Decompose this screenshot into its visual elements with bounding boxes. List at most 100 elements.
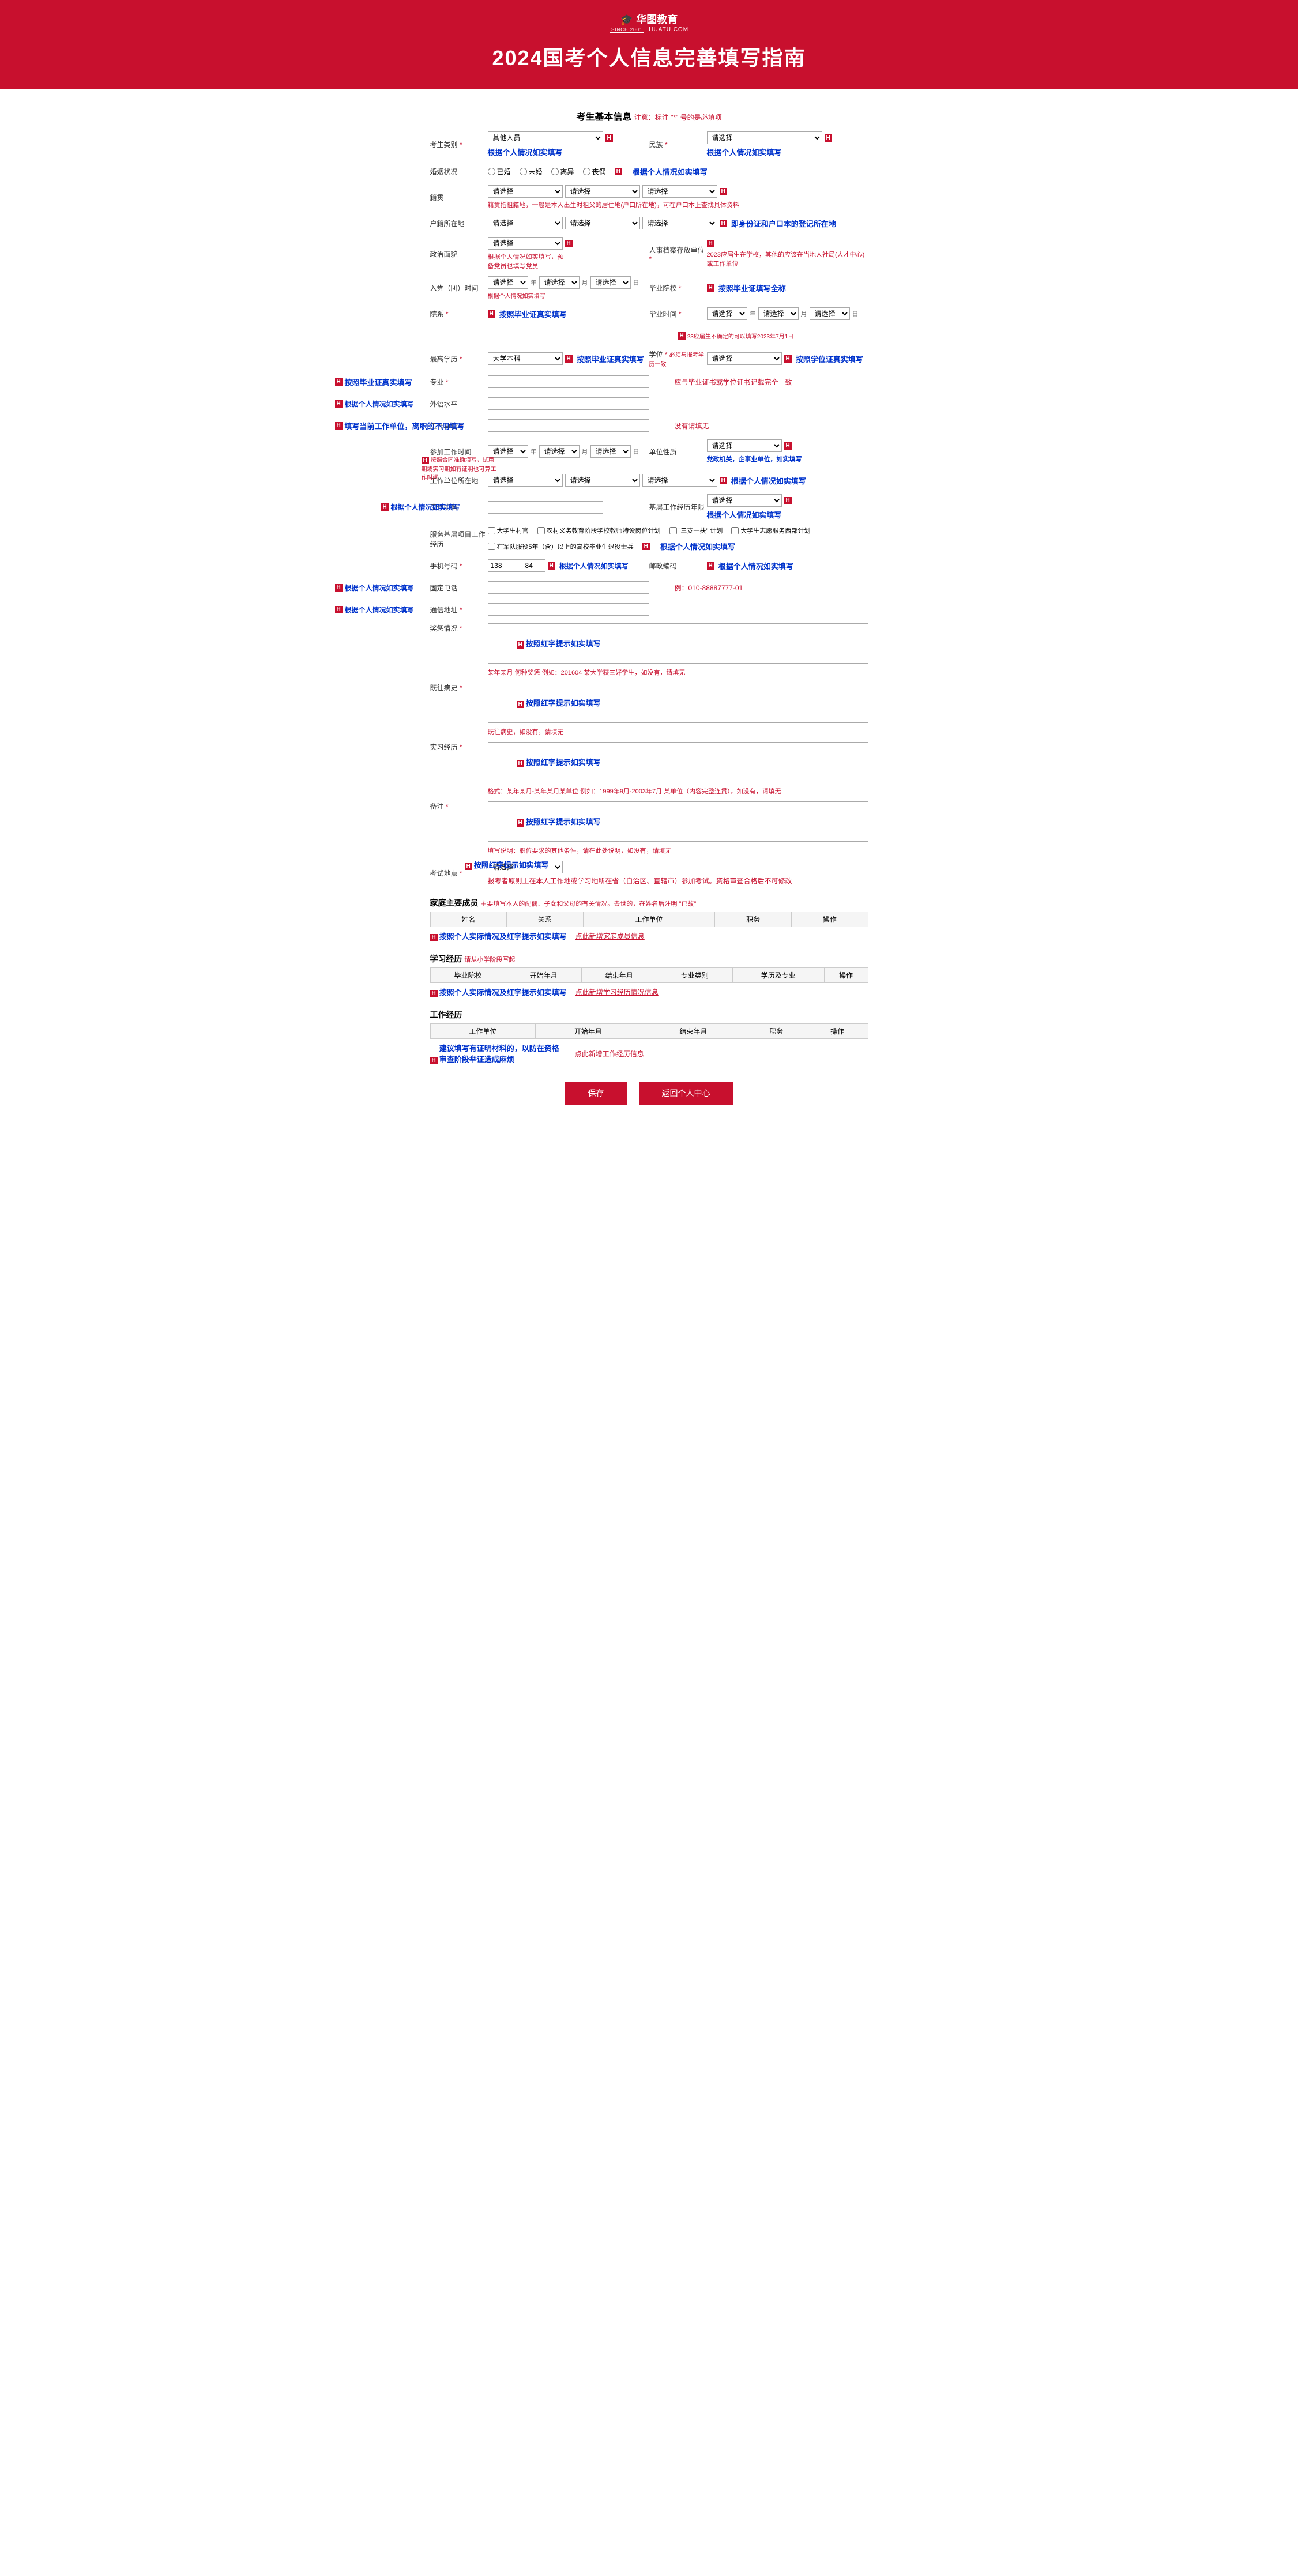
hint-badge: H <box>565 240 573 247</box>
th-majortype: 专业类别 <box>657 968 732 983</box>
save-button[interactable]: 保存 <box>565 1082 627 1105</box>
work-month-select[interactable]: 请选择 <box>539 445 580 458</box>
remarks-textarea[interactable] <box>488 801 868 842</box>
hint-badge: H <box>605 134 613 142</box>
chk-army[interactable]: 在军队服役5年（含）以上的高校毕业生退役士兵 <box>488 542 634 551</box>
label-unit-nature: 单位性质 <box>649 447 707 457</box>
grad-day-select[interactable]: 请选择 <box>810 307 850 320</box>
marital-married[interactable]: 已婚 <box>488 167 511 176</box>
label-work-start: 参加工作时间 H按照合同准确填写，试用期或实习期如有证明也可算工作时间 <box>430 447 488 457</box>
label-marital: 婚姻状况 <box>430 167 488 176</box>
mobile-input[interactable] <box>488 559 545 572</box>
hint-remarks: 填写说明：职位要求的其他条件，请在此处说明，如没有，请填无 <box>488 846 868 855</box>
work-day-select[interactable]: 请选择 <box>590 445 631 458</box>
hint-badge: H <box>335 584 343 592</box>
foreign-lang-input[interactable] <box>488 397 649 410</box>
chk-west[interactable]: 大学生志愿服务西部计划 <box>731 526 810 535</box>
label-medical: 既往病史 * <box>430 683 488 692</box>
highest-edu-select[interactable]: 大学本科 <box>488 352 563 365</box>
label-degree: 学位 * 必须与报考学历一致 <box>649 349 707 368</box>
party-day-select[interactable]: 请选择 <box>590 276 631 289</box>
candidate-type-select[interactable]: 其他人员 <box>488 131 603 144</box>
hint-badge: H <box>784 442 792 450</box>
th-position: 职务 <box>715 912 792 927</box>
native-city-select[interactable]: 请选择 <box>565 185 640 198</box>
ethnicity-select[interactable]: 请选择 <box>707 131 822 144</box>
workloc-city-select[interactable]: 请选择 <box>565 474 640 487</box>
th-start: 开始年月 <box>506 968 581 983</box>
hint-badge: H <box>565 355 573 363</box>
native-province-select[interactable]: 请选择 <box>488 185 563 198</box>
grad-year-select[interactable]: 请选择 <box>707 307 747 320</box>
label-exam-location: 考试地点 * H按照红字提示如实填写 <box>430 868 488 878</box>
address-input[interactable] <box>488 603 649 616</box>
hint-badge: H <box>784 355 792 363</box>
hint-badge: H <box>825 134 832 142</box>
hint-grassroots: 根据个人情况如实填写 <box>707 509 782 520</box>
work-table: 工作单位 开始年月 结束年月 职务 操作 <box>430 1023 868 1039</box>
awards-textarea[interactable] <box>488 623 868 664</box>
party-month-select[interactable]: 请选择 <box>539 276 580 289</box>
native-district-select[interactable]: 请选择 <box>642 185 717 198</box>
label-grad-school: 毕业院校 * <box>649 283 707 293</box>
degree-select[interactable]: 请选择 <box>707 352 782 365</box>
hint-mobile: 根据个人情况如实填写 <box>559 561 629 571</box>
marital-divorced[interactable]: 离异 <box>551 167 574 176</box>
marital-radio-group: 已婚 未婚 离异 丧偶 H根据个人情况如实填写 <box>488 166 868 177</box>
th-workunit: 工作单位 <box>430 1024 536 1039</box>
label-foreign-lang: 外语水平 <box>430 399 488 409</box>
medical-textarea[interactable] <box>488 683 868 723</box>
hint-family: 按照个人实际情况及红字提示如实填写 <box>439 932 567 941</box>
hint-badge: H <box>465 863 472 870</box>
hint-badge: H <box>720 220 727 227</box>
work-title: 工作经历 <box>430 1009 868 1020</box>
hint-candidate-type: 根据个人情况如实填写 <box>488 146 563 157</box>
add-education-link[interactable]: 点此新增学习经历情况信息 <box>575 987 659 997</box>
hint-ethnicity: 根据个人情况如实填写 <box>707 146 782 157</box>
household-province-select[interactable]: 请选择 <box>488 217 563 229</box>
chk-three[interactable]: "三支一扶" 计划 <box>669 526 723 535</box>
landline-input[interactable] <box>488 581 649 594</box>
label-grassroots: 基层工作经历年限 <box>649 502 707 512</box>
workloc-district-select[interactable]: 请选择 <box>642 474 717 487</box>
job-title-input[interactable] <box>488 501 603 514</box>
th-start: 开始年月 <box>536 1024 641 1039</box>
marital-single[interactable]: 未婚 <box>520 167 543 176</box>
education-title: 学习经历 <box>430 954 462 963</box>
hint-highest-edu: 按照毕业证真实填写 <box>577 353 644 364</box>
workloc-province-select[interactable]: 请选择 <box>488 474 563 487</box>
grassroots-select[interactable]: 请选择 <box>707 494 782 507</box>
hint-medical: 既往病史，如没有，请填无 <box>488 727 868 736</box>
th-name: 姓名 <box>430 912 507 927</box>
unit-nature-select[interactable]: 请选择 <box>707 439 782 452</box>
back-button[interactable]: 返回个人中心 <box>639 1082 733 1105</box>
section-note: 注意：标注 "*" 号的是必填项 <box>634 114 722 122</box>
unit-year: 年 <box>531 447 537 456</box>
grad-month-select[interactable]: 请选择 <box>758 307 799 320</box>
education-table: 毕业院校 开始年月 结束年月 专业类别 学历及专业 操作 <box>430 967 868 983</box>
marital-widowed[interactable]: 丧偶 <box>583 167 606 176</box>
work-section: 工作经历 工作单位 开始年月 结束年月 职务 操作 H建议填写有证明材料的，以防… <box>430 1009 868 1064</box>
add-work-link[interactable]: 点此新增工作经历信息 <box>575 1049 644 1059</box>
logo-url: HUATU.COM <box>649 27 688 33</box>
chk-village[interactable]: 大学生村官 <box>488 526 529 535</box>
work-unit-input[interactable] <box>488 419 649 432</box>
household-district-select[interactable]: 请选择 <box>642 217 717 229</box>
internship-textarea[interactable] <box>488 742 868 782</box>
hint-postal: 根据个人情况如实填写 <box>718 560 793 571</box>
label-party-date: 入党（团）时间 <box>430 283 488 293</box>
hint-major-blue: 按照毕业证真实填写 <box>345 376 412 387</box>
page-header: 🎓 华图教育 SINCE 2001 HUATU.COM 2024国考个人信息完善… <box>0 0 1298 89</box>
section-title: 考生基本信息 注意：标注 "*" 号的是必填项 <box>430 109 868 123</box>
major-input[interactable] <box>488 375 649 388</box>
chk-teacher[interactable]: 农村义务教育阶段学校教师特设岗位计划 <box>537 526 661 535</box>
party-year-select[interactable]: 请选择 <box>488 276 528 289</box>
political-select[interactable]: 请选择 <box>488 237 563 250</box>
hint-awards: 某年某月 何种奖惩 例如：201604 某大学获三好学生，如没有，请填无 <box>488 668 868 677</box>
hint-badge: H <box>720 477 727 484</box>
household-city-select[interactable]: 请选择 <box>565 217 640 229</box>
hint-badge: H <box>548 562 555 570</box>
add-family-link[interactable]: 点此新增家庭成员信息 <box>575 931 645 941</box>
hint-work-unit: 填写当前工作单位，离职的不用填写 <box>345 420 465 431</box>
hint-education: 按照个人实际情况及红字提示如实填写 <box>439 988 567 997</box>
